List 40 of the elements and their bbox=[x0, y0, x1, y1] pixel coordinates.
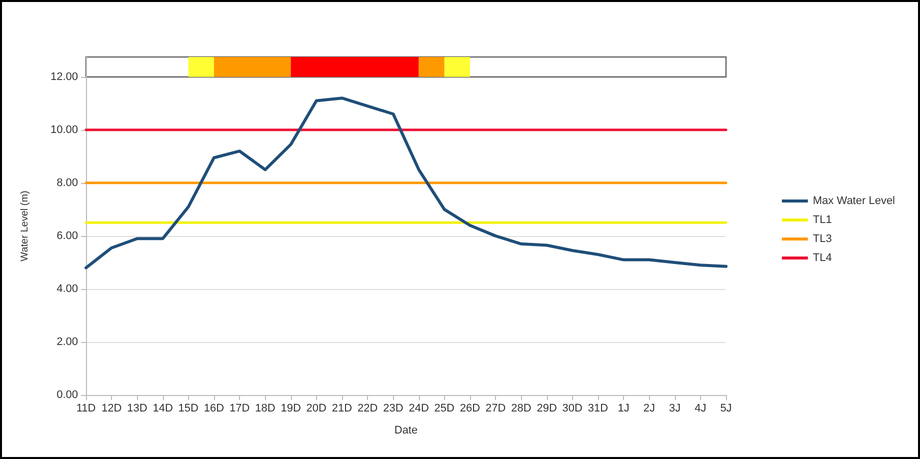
x-tick-label: 14D bbox=[152, 402, 173, 414]
x-tick-label: 13D bbox=[127, 402, 148, 414]
y-axis-title: Water Level (m) bbox=[20, 190, 30, 262]
y-tick-label: 6.00 bbox=[56, 230, 78, 242]
x-tick-label: 15D bbox=[178, 402, 199, 414]
y-tick-label: 2.00 bbox=[56, 336, 78, 348]
line-series bbox=[84, 96, 728, 270]
y-tick-label: 8.00 bbox=[56, 176, 78, 189]
legend-label: TL4 bbox=[812, 252, 832, 264]
y-tick-label: 0.00 bbox=[56, 389, 78, 401]
x-tick-label: 18D bbox=[255, 402, 276, 414]
legend-label: Max Water Level bbox=[812, 195, 896, 207]
legend-label: TL3 bbox=[812, 233, 832, 245]
y-tick-label: 10.00 bbox=[50, 124, 78, 136]
x-tick-label: 1J bbox=[618, 402, 630, 414]
x-tick-label: 20D bbox=[306, 402, 327, 414]
x-axis-title: Date bbox=[394, 424, 418, 436]
x-tick-label: 24D bbox=[408, 402, 429, 414]
x-tick-label: 21D bbox=[332, 402, 352, 414]
y-tick-label: 12.00 bbox=[50, 70, 78, 83]
x-tick-label: 22D bbox=[358, 402, 378, 414]
x-tick-label: 17D bbox=[230, 402, 250, 414]
x-tick-label: 29D bbox=[536, 402, 557, 414]
x-tick-label: 31D bbox=[588, 402, 608, 414]
x-tick-label: 25D bbox=[434, 402, 455, 414]
x-tick-label: 23D bbox=[383, 402, 404, 414]
x-tick-label: 5J bbox=[720, 402, 732, 414]
x-tick-label: 12D bbox=[102, 402, 122, 414]
x-tick-label: 3J bbox=[668, 402, 681, 414]
x-tick-label: 4J bbox=[694, 402, 706, 414]
y-tick-label: 4.00 bbox=[56, 282, 78, 295]
x-tick-label: 11D bbox=[76, 402, 96, 414]
legend-label: TL1 bbox=[812, 214, 832, 226]
x-tick-label: 19D bbox=[280, 402, 301, 414]
x-tick-label: 28D bbox=[511, 402, 532, 414]
x-tick-label: 27D bbox=[486, 402, 506, 414]
x-tick-label: 30D bbox=[562, 402, 583, 414]
x-tick-label: 16D bbox=[204, 402, 224, 414]
x-tick-label: 26D bbox=[460, 402, 480, 414]
x-tick-label: 2J bbox=[643, 402, 656, 414]
